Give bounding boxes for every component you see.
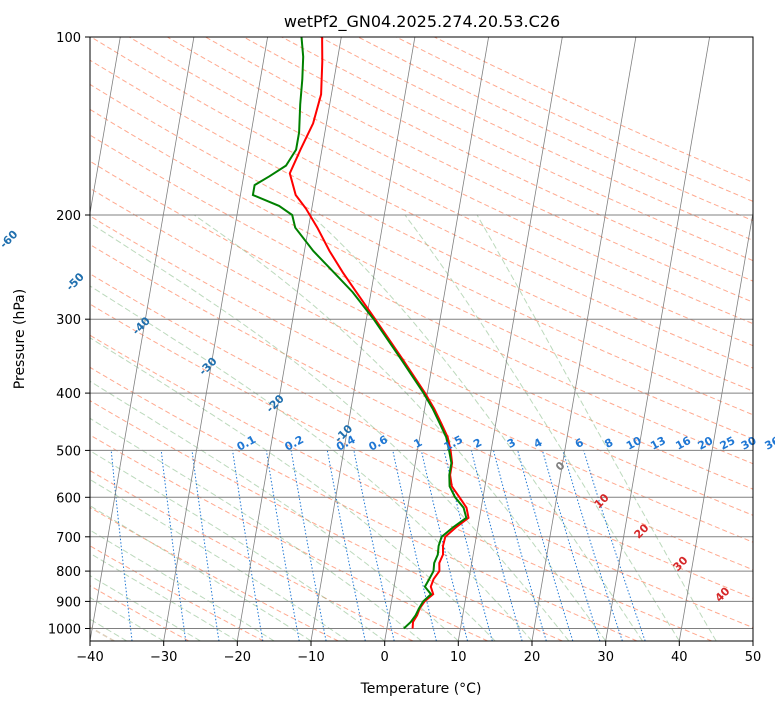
dry-adiabat — [90, 334, 712, 641]
mixing-ratio-line — [353, 450, 395, 641]
y-axis: 1000 900 800 700 600 500 400 300 200 100 — [48, 31, 90, 638]
isotherm — [531, 37, 637, 641]
mixing-ratio-line — [517, 450, 574, 641]
dry-adiabat — [205, 37, 753, 303]
dry-adiabat — [90, 134, 753, 465]
y-tick-label: 800 — [56, 565, 81, 580]
isotherm — [605, 37, 710, 641]
mixing-ratio-line — [493, 450, 547, 641]
moist-adiabat — [404, 214, 680, 641]
x-axis: −40 −30 −20 −10 0 10 20 30 40 50 — [76, 641, 761, 665]
mixing-ratio-line — [583, 450, 646, 641]
x-tick-label: −10 — [297, 650, 324, 665]
moist-adiabat — [90, 505, 312, 641]
sounding-profiles — [251, 37, 470, 630]
mixing-ratio-line — [541, 450, 601, 641]
y-tick-label: 300 — [56, 313, 81, 328]
y-axis-label: Pressure (hPa) — [12, 289, 28, 389]
y-tick-label: 700 — [56, 531, 81, 546]
isotherm — [384, 37, 489, 641]
isotherm — [90, 37, 121, 216]
dry-adiabat — [90, 187, 753, 516]
isotherm — [90, 37, 195, 641]
moist-adiabat — [90, 337, 496, 641]
moist-adiabat — [90, 380, 459, 641]
moist-adiabat — [193, 214, 607, 641]
y-tick-label: 600 — [56, 491, 81, 506]
dry-adiabat — [90, 434, 488, 641]
x-axis-label: Temperature (°C) — [360, 681, 482, 697]
moist-adiabat — [90, 552, 238, 641]
plot-frame — [89, 36, 754, 642]
mixing-ratio-line — [392, 450, 437, 641]
mixing-ratio-label: 20 — [696, 434, 716, 453]
y-tick-label: 400 — [56, 387, 81, 402]
moist-adiabat — [90, 596, 164, 641]
mixing-ratio-line — [420, 450, 468, 641]
moist-adiabat — [90, 478, 349, 641]
x-tick-label: −20 — [224, 650, 251, 665]
dry-adiabat — [90, 366, 638, 641]
y-tick-label: 1000 — [48, 623, 81, 638]
moist-adiabat — [310, 214, 643, 641]
dry-adiabat — [90, 400, 563, 641]
mixing-ratio-label: 13 — [648, 434, 668, 453]
background-lines — [90, 37, 753, 641]
chart-title: wetPf2_GN04.2025.274.20.53.C26 — [284, 12, 560, 32]
x-tick-label: 10 — [450, 650, 467, 665]
dry-adiabat — [90, 545, 264, 641]
y-tick-label: 200 — [56, 209, 81, 224]
moist-adiabats — [90, 214, 717, 641]
moist-adiabat — [90, 285, 533, 641]
mixing-ratio-label: 36 — [763, 434, 775, 453]
mixing-ratio-label: 25 — [718, 434, 738, 453]
dry-adiabat — [90, 303, 753, 629]
isotherm — [457, 37, 563, 641]
dry-adiabat — [243, 37, 753, 282]
x-tick-label: 50 — [745, 650, 762, 665]
x-tick-label: 30 — [597, 650, 614, 665]
x-tick-label: 40 — [671, 650, 688, 665]
x-tick-label: 0 — [381, 650, 389, 665]
y-tick-label: 900 — [56, 595, 81, 610]
dry-adiabat — [90, 243, 753, 571]
mixing-ratio-label: 10 — [624, 434, 644, 453]
x-tick-label: 20 — [524, 650, 541, 665]
dry-adiabat — [90, 108, 753, 440]
dry-adiabat — [90, 215, 753, 543]
isotherm — [163, 37, 268, 641]
mixing-ratio-line — [470, 450, 523, 641]
mixing-ratio-label: 16 — [673, 434, 693, 453]
isotherm — [310, 37, 416, 641]
isotherm — [678, 210, 753, 641]
moist-adiabat — [90, 417, 422, 641]
dry-adiabat — [90, 160, 753, 490]
moist-adiabat — [90, 575, 201, 641]
isotherm — [236, 37, 342, 641]
moist-adiabat — [90, 450, 385, 641]
x-tick-label: −40 — [76, 650, 103, 665]
isotherm-lines — [90, 37, 753, 641]
mixing-ratio-label: 30 — [739, 434, 759, 453]
mixing-ratio-line — [562, 450, 623, 641]
dry-adiabat — [167, 37, 753, 325]
y-tick-label: 100 — [56, 31, 81, 46]
y-tick-label: 500 — [56, 444, 81, 459]
x-tick-label: −30 — [150, 650, 177, 665]
moist-adiabat — [476, 214, 717, 641]
isobar-lines — [90, 37, 753, 629]
dry-adiabat — [90, 273, 753, 599]
dewpoint-line — [251, 37, 468, 630]
